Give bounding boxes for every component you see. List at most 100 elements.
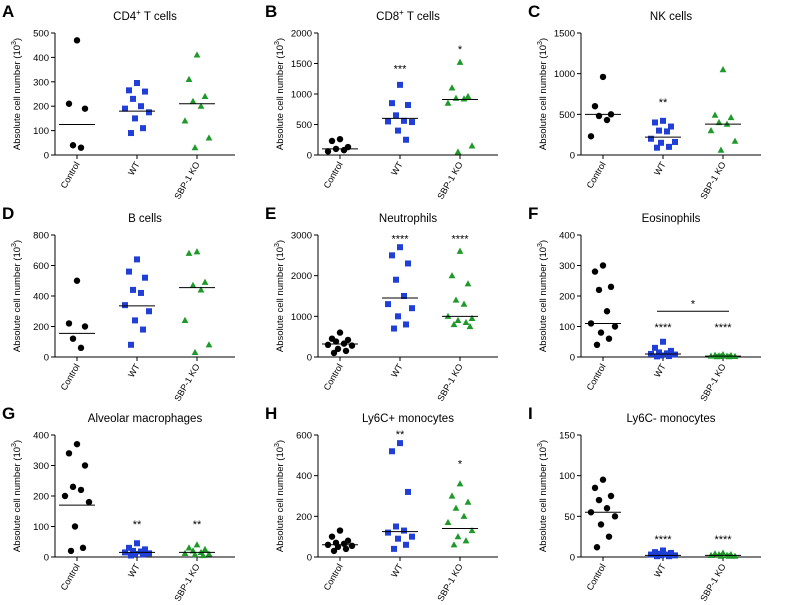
panel-letter: C — [528, 2, 540, 21]
data-point-wt — [140, 326, 146, 333]
y-tick-label: 100 — [559, 322, 575, 333]
data-point-ko — [731, 137, 739, 144]
x-tick-label: WT — [126, 362, 142, 380]
data-point-control — [593, 341, 601, 348]
panel-title: Neutrophils — [379, 213, 437, 225]
x-tick-label: WT — [126, 562, 142, 580]
data-point-control — [587, 133, 595, 140]
data-point-wt — [393, 276, 399, 283]
data-point-wt — [142, 88, 148, 95]
data-point-ko — [454, 533, 462, 540]
panel-e: E Neutrophils 0 1000 2000 3000 Absolute cell n… — [265, 204, 498, 403]
data-point-wt — [391, 545, 397, 552]
data-point-ko — [454, 316, 462, 323]
y-tick-label: 500 — [33, 29, 49, 40]
panel-g: G Alveolar macrophages 0 100 200 300 400 Absolu… — [2, 404, 235, 603]
data-point-wt — [403, 541, 409, 548]
y-tick-label: 300 — [33, 461, 49, 472]
x-tick-label: Control — [59, 160, 82, 190]
data-point-control — [336, 135, 344, 143]
x-tick-label: Control — [322, 562, 345, 592]
data-point-wt — [409, 119, 415, 126]
data-point-wt — [658, 352, 664, 359]
data-point-wt — [385, 118, 391, 125]
y-tick-label: 100 — [33, 522, 49, 533]
significance-stars: * — [458, 44, 463, 56]
data-point-wt — [395, 535, 401, 542]
significance-stars: **** — [714, 322, 732, 334]
y-tick-label: 800 — [33, 231, 49, 242]
y-tick-label: 0 — [44, 151, 49, 162]
data-point-ko — [468, 526, 476, 534]
data-point-wt — [656, 349, 662, 356]
y-tick-label: 0 — [570, 151, 575, 162]
data-point-wt — [395, 313, 401, 320]
y-tick-label: 400 — [33, 53, 49, 64]
panel-a: A CD4+ T cells 0 100 200 300 400 500 Absolute ce… — [2, 2, 235, 201]
data-point-control — [603, 505, 611, 512]
y-tick-label: 200 — [33, 102, 49, 113]
data-point-wt — [405, 488, 411, 495]
data-point-control — [591, 268, 599, 275]
data-point-wt — [401, 293, 407, 299]
y-tick-label: 1000 — [554, 69, 575, 80]
data-point-wt — [409, 533, 415, 540]
data-point-control — [65, 320, 73, 327]
data-point-wt — [672, 351, 678, 358]
data-point-ko — [193, 248, 201, 255]
x-tick-label: Control — [59, 562, 82, 592]
data-point-ko — [466, 322, 474, 330]
y-tick-label: 300 — [33, 77, 49, 88]
data-point-wt — [405, 101, 411, 108]
x-tick-label: Control — [585, 362, 608, 392]
data-point-wt — [401, 527, 407, 534]
data-point-ko — [460, 300, 468, 307]
data-point-wt — [666, 143, 672, 150]
data-point-wt — [130, 95, 136, 102]
data-point-wt — [134, 256, 140, 263]
data-point-control — [605, 335, 613, 342]
panel-letter: E — [265, 204, 276, 223]
data-point-ko — [189, 281, 197, 288]
x-tick-label: SBP-1 KO — [172, 562, 201, 603]
x-tick-label: SBP-1 KO — [698, 362, 727, 403]
data-point-ko — [468, 314, 476, 321]
panel-title: Ly6C+ monocytes — [362, 413, 454, 425]
panel-title: NK cells — [650, 11, 692, 23]
panel-letter: G — [2, 404, 15, 423]
panel-title: Eosinophils — [642, 213, 701, 225]
panel-title: Ly6C- monocytes — [626, 413, 715, 425]
data-point-ko — [191, 348, 199, 356]
x-tick-label: WT — [652, 562, 668, 580]
data-point-ko — [462, 537, 470, 544]
panel-letter: A — [2, 2, 14, 21]
data-point-control — [330, 547, 338, 555]
data-point-control — [607, 492, 615, 500]
data-point-wt — [664, 128, 670, 135]
data-point-ko — [191, 550, 199, 558]
y-tick-label: 2000 — [291, 271, 312, 282]
data-point-ko — [707, 127, 715, 134]
x-tick-label: SBP-1 KO — [435, 562, 464, 603]
panel-letter: H — [265, 404, 277, 423]
y-tick-label: 200 — [33, 322, 49, 333]
data-point-control — [328, 533, 336, 540]
y-tick-label: 400 — [559, 231, 575, 242]
y-tick-label: 400 — [33, 431, 49, 442]
data-point-control — [73, 37, 81, 44]
data-point-control — [599, 73, 607, 81]
data-point-control — [595, 112, 603, 120]
data-point-wt — [138, 103, 144, 110]
y-tick-label: 400 — [296, 471, 312, 482]
data-point-wt — [403, 321, 409, 328]
data-point-wt — [132, 317, 138, 324]
data-point-ko — [193, 541, 201, 548]
y-tick-label: 0 — [307, 553, 312, 564]
data-point-control — [73, 440, 81, 448]
data-point-wt — [660, 117, 666, 124]
y-axis-label: Absolute cell number (103) — [537, 240, 549, 352]
data-point-ko — [460, 512, 468, 519]
data-point-control — [81, 323, 89, 330]
data-point-wt — [405, 260, 411, 267]
